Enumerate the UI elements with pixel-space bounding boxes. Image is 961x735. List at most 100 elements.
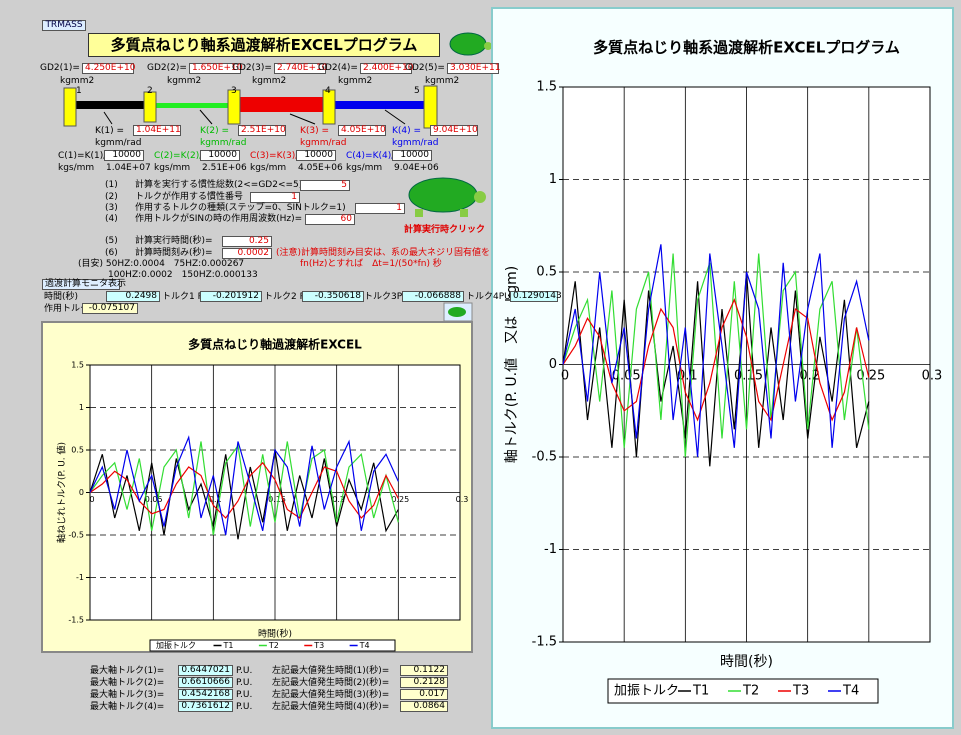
gd2-value: 4.250E+10 (82, 63, 135, 74)
sheet-tag: TRMASS (42, 20, 86, 31)
c-unit: kgs/mm (346, 163, 383, 173)
setting-value: 0.25 (222, 236, 272, 247)
setting-number: (5) (105, 236, 118, 246)
c-label: C(2)=K(2)/ (154, 151, 203, 161)
chart-title: 多質点ねじり軸過渡解析EXCEL (188, 337, 362, 352)
shaft (240, 97, 323, 112)
series-line (562, 244, 870, 458)
setting-number: (3) (105, 203, 118, 213)
result-label: 最大軸トルク(2)= (90, 678, 165, 688)
setting-label: 計算実行時間(秒)= (135, 236, 213, 246)
legend-entry: T4 (842, 684, 859, 699)
monitor-value: -0.066888 (402, 291, 464, 302)
x-tick-label: 0.3 (922, 369, 943, 384)
result-time-label: 左記最大値発生時間(2)(秒)= (272, 678, 390, 688)
gd2-value: 2.740E+10 (274, 63, 327, 74)
arrow (199, 109, 213, 125)
y-tick-label: 0.5 (71, 446, 84, 455)
setting-number: (4) (105, 214, 118, 224)
legend-entry: T2 (268, 641, 279, 650)
arrow (289, 113, 316, 125)
arrow (384, 109, 406, 125)
c-label: C(3)=K(3)/ (250, 151, 299, 161)
result-time: 0.2128 (400, 677, 448, 688)
legend-entry: T4 (359, 641, 370, 650)
mass (63, 87, 77, 127)
mass-number: 3 (231, 86, 237, 96)
gd2-value: 1.650E+10 (189, 63, 242, 74)
setting-value: 1 (250, 192, 300, 203)
k-label: K(2) = (200, 126, 230, 136)
y-tick-label: 1 (79, 403, 84, 412)
x-tick-label: 0.3 (456, 495, 469, 504)
setting-label: 作用するトルクの種類(ステップ=0、SINトルク=1) (135, 203, 346, 213)
legend-entry: T3 (313, 641, 324, 650)
monitor-value: 0.2498 (106, 291, 160, 302)
shell (408, 177, 478, 213)
gd2-label: GD2(4)= (318, 63, 358, 73)
setting-label: 計算時間刻み(秒)= (135, 248, 213, 258)
result-value: 0.4542168 (178, 689, 233, 700)
k-value: 4.05E+10 (338, 125, 386, 136)
x-tick-label: 0.05 (145, 495, 163, 504)
k-label: K(4) = (392, 126, 422, 136)
gd2-unit: kgmm2 (60, 76, 95, 86)
run-button-label[interactable]: 計算実行時クリック (404, 225, 486, 235)
chart: 多質点ねじり軸過渡解析EXCEL 0 0.05 0.1 0.15 0.2 0.25 0.3 -1… (41, 321, 473, 653)
legend-label: 加振トルク (156, 640, 196, 650)
c-divisor: 10000 (296, 150, 336, 161)
k-value: 2.51E+10 (238, 125, 286, 136)
mass (143, 91, 157, 123)
x-axis-label: 時間(秒) (258, 628, 292, 640)
mass-number: 5 (414, 86, 420, 96)
mass-number: 4 (325, 86, 331, 96)
result-value: 0.7361612 (178, 701, 233, 712)
series-line (89, 461, 399, 519)
result-label: 最大軸トルク(4)= (90, 702, 165, 712)
result-unit: P.U. (236, 702, 253, 712)
gd2-label: GD2(2)= (147, 63, 187, 73)
result-label: 最大軸トルク(3)= (90, 690, 165, 700)
y-tick-label: -1 (76, 573, 84, 582)
mass (227, 89, 241, 125)
y-axis-label: 軸ねじれトルク(P. U. 値) (56, 442, 68, 543)
x-tick-label: 0.15 (268, 495, 286, 504)
guide: 100HZ:0.0002 150HZ:0.000133 (108, 270, 258, 280)
turtle-icon (449, 32, 492, 56)
monitor-title: 過渡計算モニタ表示 (42, 279, 126, 290)
c-value: 2.51E+06 (202, 163, 247, 173)
small-turtle[interactable] (443, 302, 473, 322)
arrow (103, 111, 113, 125)
k-unit: kgmm/rad (200, 138, 247, 148)
run-button[interactable] (403, 174, 487, 224)
head (474, 191, 486, 203)
c-unit: kgs/mm (58, 163, 95, 173)
c-value: 4.05E+06 (298, 163, 343, 173)
y-tick-label: 0 (79, 488, 84, 497)
leg (460, 209, 468, 217)
k-value: 1.04E+11 (133, 125, 181, 136)
c-value: 9.04E+06 (394, 163, 439, 173)
result-time-label: 左記最大値発生時間(1)(秒)= (272, 666, 390, 676)
result-time: 0.017 (400, 689, 448, 700)
c-divisor: 10000 (392, 150, 432, 161)
monitor-value: -0.201912 (200, 291, 262, 302)
monitor-label: トルク4PU (466, 292, 511, 302)
monitor-label: トルク2 PU (264, 292, 312, 302)
setting-number: (1) (105, 180, 118, 190)
setting-label: 計算を実行する慣性総数(2<=GD2<=5) (135, 180, 303, 190)
result-time: 0.0864 (400, 701, 448, 712)
legend-entry: T2 (742, 684, 759, 699)
c-value: 1.04E+07 (106, 163, 151, 173)
gd2-value: 3.030E+11 (447, 63, 500, 74)
sheet-title: 多質点ねじり軸系過渡解析EXCELプログラム (88, 33, 440, 57)
y-tick-label: 0 (549, 357, 557, 372)
mass (322, 89, 336, 125)
y-tick-label: 0.5 (536, 265, 557, 280)
gd2-unit: kgmm2 (338, 76, 373, 86)
gd2-label: GD2(1)= (40, 63, 80, 73)
mass (423, 85, 438, 129)
result-unit: P.U. (236, 678, 253, 688)
